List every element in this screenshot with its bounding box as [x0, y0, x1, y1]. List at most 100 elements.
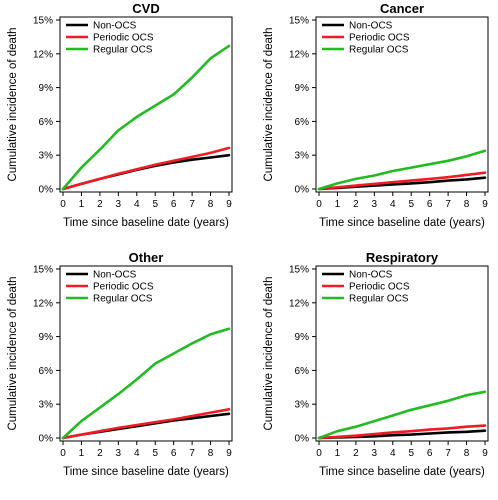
- y-axis-label: Cumulative incidence of death: [7, 27, 19, 181]
- x-tick-label: 3: [116, 199, 122, 210]
- x-axis-label: Time since baseline date (years): [63, 217, 229, 229]
- x-tick-label: 9: [482, 199, 488, 210]
- y-tick-label: 3%: [39, 151, 54, 162]
- legend-label: Regular OCS: [349, 294, 409, 305]
- legend-label: Non-OCS: [349, 270, 393, 281]
- chart-title: Cancer: [380, 1, 424, 16]
- x-tick-label: 7: [445, 448, 451, 459]
- plot-frame: [59, 265, 233, 442]
- x-tick-label: 1: [79, 199, 85, 210]
- y-tick-label: 3%: [295, 151, 310, 162]
- y-tick-label: 3%: [39, 400, 54, 411]
- x-tick-label: 8: [208, 448, 214, 459]
- x-tick-label: 0: [60, 448, 66, 459]
- y-tick-label: 15%: [289, 265, 309, 276]
- y-tick-label: 0%: [39, 185, 54, 196]
- y-tick-label: 15%: [289, 16, 309, 27]
- y-tick-label: 3%: [295, 400, 310, 411]
- y-tick-label: 0%: [295, 434, 310, 445]
- x-tick-label: 1: [79, 448, 85, 459]
- legend-label: Non-OCS: [93, 270, 137, 281]
- legend-label: Regular OCS: [349, 45, 409, 56]
- x-tick-label: 0: [60, 199, 66, 210]
- x-tick-label: 7: [189, 448, 195, 459]
- x-tick-label: 5: [152, 199, 158, 210]
- chart-panel-cancer: Cancer 0 1 2 3 4 5 6 7 8 9 0% 3% 6% 9% 12% 15% Time since…: [263, 1, 489, 229]
- y-tick-label: 12%: [289, 298, 309, 309]
- x-tick-label: 2: [353, 448, 359, 459]
- y-tick-label: 12%: [289, 49, 309, 60]
- legend-label: Regular OCS: [93, 45, 153, 56]
- x-tick-label: 4: [390, 199, 396, 210]
- x-tick-label: 7: [189, 199, 195, 210]
- x-tick-label: 3: [372, 199, 378, 210]
- chart-title: Other: [129, 250, 164, 265]
- y-tick-label: 9%: [295, 332, 310, 343]
- y-tick-label: 6%: [39, 117, 54, 128]
- series-line-regular-ocs: [61, 44, 231, 191]
- x-tick-label: 5: [408, 448, 414, 459]
- y-axis-label: Cumulative incidence of death: [7, 276, 19, 430]
- x-axis-label: Time since baseline date (years): [63, 466, 229, 478]
- y-tick-label: 0%: [295, 185, 310, 196]
- x-tick-label: 2: [97, 448, 103, 459]
- legend-label: Non-OCS: [93, 21, 137, 32]
- y-axis-label: Cumulative incidence of death: [263, 276, 275, 430]
- series-line-periodic-ocs: [61, 407, 231, 440]
- x-tick-label: 9: [482, 448, 488, 459]
- series-line-regular-ocs: [317, 390, 487, 440]
- x-tick-label: 6: [427, 199, 433, 210]
- x-tick-label: 3: [372, 448, 378, 459]
- x-tick-label: 3: [116, 448, 122, 459]
- plot-frame: [59, 16, 233, 193]
- y-tick-label: 6%: [295, 366, 310, 377]
- chart-panel-cvd: CVD 0 1 2 3 4 5 6 7 8 9 0% 3% 6% 9% 12% 15% Time since ba…: [7, 1, 233, 229]
- x-tick-label: 5: [152, 448, 158, 459]
- y-tick-label: 6%: [295, 117, 310, 128]
- x-tick-label: 6: [171, 199, 177, 210]
- series-line-regular-ocs: [61, 327, 231, 440]
- x-tick-label: 0: [316, 448, 322, 459]
- x-tick-label: 1: [335, 199, 341, 210]
- legend-label: Periodic OCS: [349, 33, 410, 44]
- x-tick-label: 1: [335, 448, 341, 459]
- x-tick-label: 4: [390, 448, 396, 459]
- x-tick-label: 6: [427, 448, 433, 459]
- y-tick-label: 12%: [33, 298, 53, 309]
- series-line-periodic-ocs: [61, 146, 231, 191]
- y-tick-label: 15%: [33, 265, 53, 276]
- x-tick-label: 6: [171, 448, 177, 459]
- x-tick-label: 8: [464, 199, 470, 210]
- x-axis-label: Time since baseline date (years): [319, 217, 485, 229]
- legend-label: Periodic OCS: [93, 33, 154, 44]
- x-axis-label: Time since baseline date (years): [319, 466, 485, 478]
- x-tick-label: 2: [97, 199, 103, 210]
- x-tick-label: 2: [353, 199, 359, 210]
- legend-label: Periodic OCS: [349, 282, 410, 293]
- plot-frame: [315, 16, 489, 193]
- y-tick-label: 0%: [39, 434, 54, 445]
- x-tick-label: 4: [134, 199, 140, 210]
- x-tick-label: 8: [464, 448, 470, 459]
- y-tick-label: 15%: [33, 16, 53, 27]
- series-line-periodic-ocs: [317, 424, 487, 440]
- x-tick-label: 8: [208, 199, 214, 210]
- series-line-regular-ocs: [317, 149, 487, 191]
- y-tick-label: 12%: [33, 49, 53, 60]
- chart-panel-respiratory: Respiratory 0 1 2 3 4 5 6 7 8 9 0% 3% 6% 9% 12% 15% Time …: [263, 250, 489, 478]
- series-line-periodic-ocs: [317, 171, 487, 191]
- plot-frame: [315, 265, 489, 442]
- legend-label: Regular OCS: [93, 294, 153, 305]
- x-tick-label: 9: [226, 448, 232, 459]
- x-tick-label: 4: [134, 448, 140, 459]
- y-tick-label: 9%: [295, 83, 310, 94]
- y-tick-label: 6%: [39, 366, 54, 377]
- x-tick-label: 9: [226, 199, 232, 210]
- y-axis-label: Cumulative incidence of death: [263, 27, 275, 181]
- legend-label: Periodic OCS: [93, 282, 154, 293]
- y-tick-label: 9%: [39, 83, 54, 94]
- chart-title: CVD: [132, 1, 159, 16]
- x-tick-label: 5: [408, 199, 414, 210]
- x-tick-label: 7: [445, 199, 451, 210]
